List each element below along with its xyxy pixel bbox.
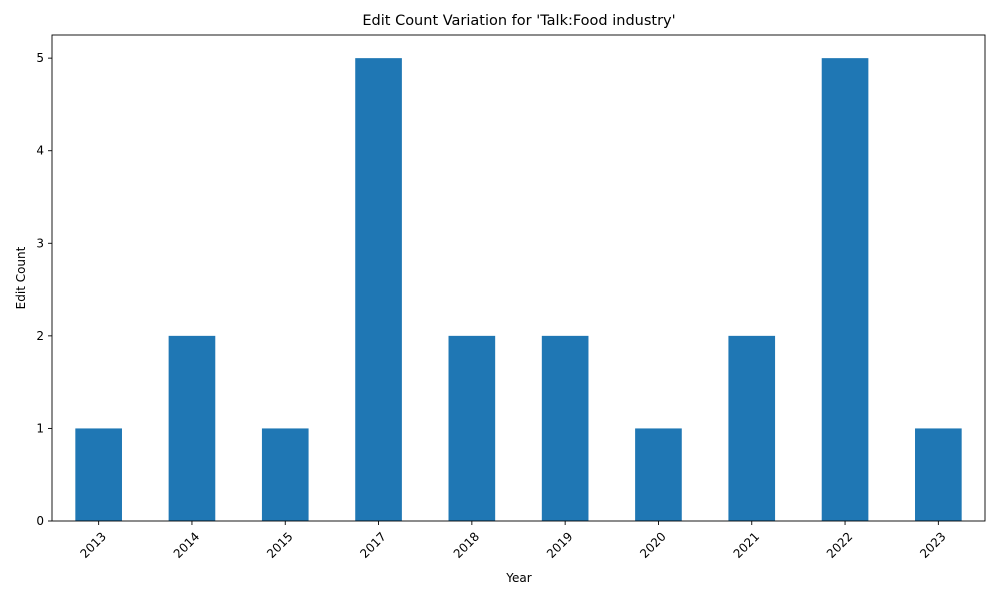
x-axis-label: Year	[505, 571, 531, 585]
x-tick-label-2013: 2013	[77, 529, 108, 560]
x-tick-label-2017: 2017	[357, 529, 388, 560]
x-tick-label-2015: 2015	[264, 529, 295, 560]
bars-group	[75, 58, 962, 521]
x-tick-label-2014: 2014	[171, 529, 202, 560]
bar-2014	[168, 335, 216, 521]
y-tick-label-0: 0	[36, 514, 44, 528]
x-tick-label-2019: 2019	[544, 529, 575, 560]
y-axis: 0 1 2 3 4 5	[36, 51, 52, 528]
x-tick-label-2022: 2022	[824, 529, 855, 560]
x-tick-label-2021: 2021	[731, 529, 762, 560]
bar-2021	[728, 335, 776, 521]
plot-frame	[51, 34, 986, 522]
bar-2013	[75, 428, 122, 521]
bar-2022	[821, 58, 869, 521]
bar-2023	[915, 428, 962, 521]
bar-2020	[635, 428, 682, 521]
bar-2017	[355, 58, 402, 521]
x-tick-label-2018: 2018	[451, 529, 482, 560]
x-tick-label-2023: 2023	[917, 529, 948, 560]
y-tick-label-3: 3	[36, 236, 44, 250]
bar-2015	[261, 428, 309, 521]
chart-title: Edit Count Variation for 'Talk:Food indu…	[362, 13, 675, 29]
bar-2019	[541, 335, 589, 521]
y-axis-label: Edit Count	[14, 246, 28, 309]
x-tick-label-2020: 2020	[637, 529, 668, 560]
y-tick-label-4: 4	[36, 144, 44, 158]
y-tick-label-2: 2	[36, 329, 44, 343]
y-tick-label-1: 1	[36, 421, 44, 435]
x-axis: 2013 2014 2015 2017 2018 2019 2020 2021 2022 2023	[77, 521, 949, 561]
y-tick-label-5: 5	[36, 51, 44, 65]
bar-2018	[448, 335, 496, 521]
